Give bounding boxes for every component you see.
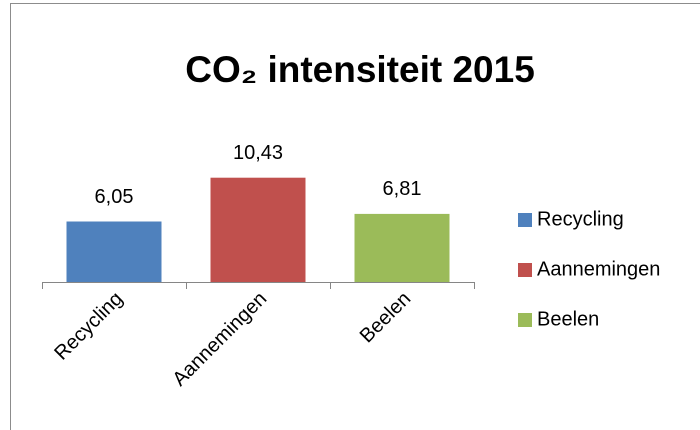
chart-title: CO₂ intensiteit 2015 [185, 49, 535, 90]
legend-label: Aannemingen [537, 258, 660, 280]
data-label: 6,05 [95, 186, 134, 208]
legend-swatch [518, 213, 532, 227]
data-label: 10,43 [233, 142, 283, 164]
data-label: 6,81 [383, 178, 422, 200]
legend-swatch [518, 263, 532, 277]
legend-label: Beelen [537, 308, 599, 330]
bar [354, 213, 450, 282]
bar [210, 177, 306, 282]
legend-swatch [518, 313, 532, 327]
legend-label: Recycling [537, 208, 624, 230]
bar [66, 221, 162, 282]
